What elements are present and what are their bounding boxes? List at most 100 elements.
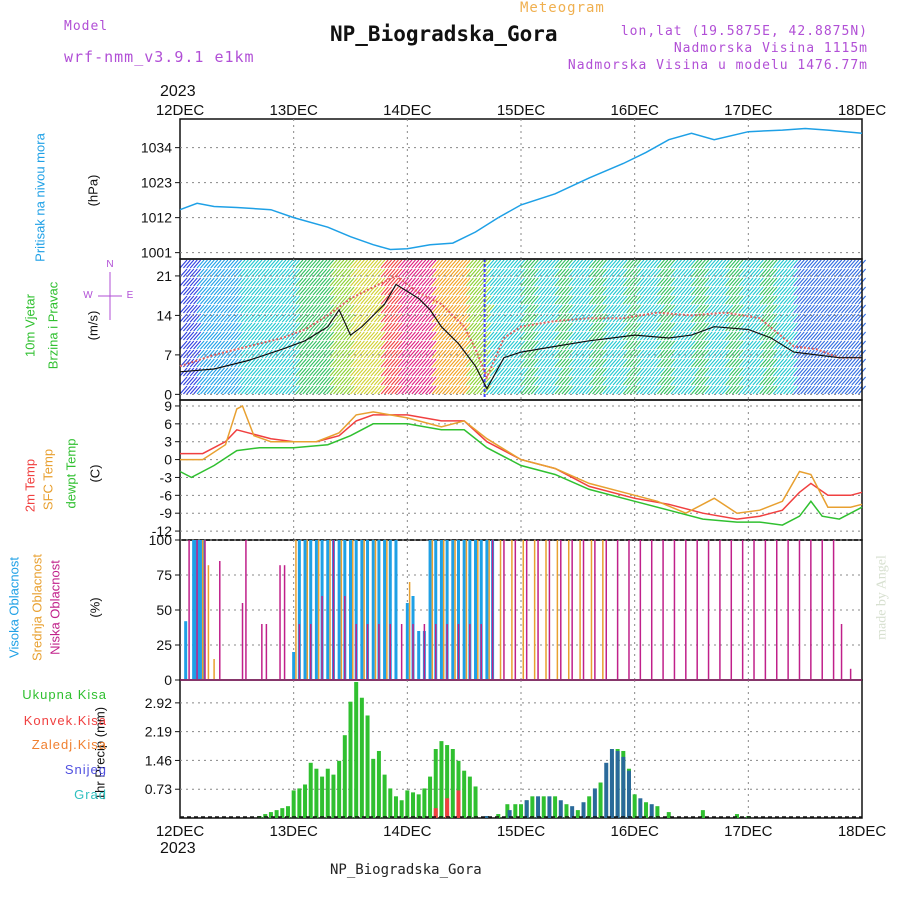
wind-barb — [472, 376, 481, 386]
wind-barb — [469, 295, 478, 305]
wind-barb — [551, 259, 560, 269]
wind-barb — [732, 349, 740, 359]
wind-barb — [213, 295, 222, 305]
wind-barb — [581, 304, 590, 314]
wind-barb — [227, 313, 236, 323]
wind-barb — [633, 358, 641, 368]
wind-barb — [721, 277, 730, 287]
wind-barb — [295, 349, 304, 359]
cloud-bar-high — [326, 540, 330, 679]
wind-barb — [380, 295, 389, 305]
wind-barb — [295, 304, 304, 314]
x-tick-label-top: 17DEC — [724, 102, 773, 119]
wind-barb — [718, 259, 727, 269]
wind-barb — [418, 259, 427, 269]
wind-barb — [179, 277, 188, 287]
wind-barb — [281, 331, 290, 341]
wind-barb — [605, 349, 614, 359]
wind-barb — [476, 295, 485, 305]
wind-barb — [397, 376, 406, 386]
wind-barb — [779, 286, 788, 296]
wind-barb — [452, 304, 461, 314]
wind-barb — [776, 358, 785, 368]
wind-barb — [493, 286, 502, 296]
wind-barb — [363, 385, 372, 395]
wind-barb — [847, 313, 856, 323]
wind-barb — [431, 349, 440, 359]
wind-barb — [599, 349, 607, 359]
wind-barb — [796, 367, 805, 377]
wind-barb — [813, 322, 822, 332]
precip-bar-rain — [274, 810, 279, 818]
wind-barb — [438, 385, 447, 395]
wind-barb — [210, 322, 219, 332]
wind-barb — [667, 259, 676, 269]
wind-barb — [680, 286, 689, 296]
wind-barb — [732, 340, 740, 350]
wind-barb — [612, 259, 621, 269]
wind-barb — [704, 259, 713, 269]
cloud-bar-high — [309, 540, 313, 679]
wind-barb — [353, 322, 362, 332]
wind-barb — [346, 367, 355, 377]
wind-barb — [275, 358, 283, 368]
wind-barb — [448, 331, 457, 341]
wind-barb — [227, 304, 236, 314]
wind-barb — [278, 358, 287, 368]
wind-barb — [179, 322, 188, 332]
wind-barb — [479, 331, 488, 341]
wind-barb — [312, 376, 321, 386]
wind-barb — [431, 286, 440, 296]
wind-barb — [585, 358, 594, 368]
cloud-bar-high — [462, 540, 466, 679]
wind-barb — [315, 367, 324, 377]
wind-barb — [182, 268, 191, 278]
wind-barb — [578, 367, 587, 377]
wind-barb — [769, 367, 778, 377]
wind-barb — [244, 358, 253, 368]
wind-barb — [558, 358, 566, 368]
wind-barb — [639, 376, 648, 386]
pressure-line — [179, 127, 863, 251]
wind-barb — [387, 358, 396, 368]
wind-barb — [605, 358, 614, 368]
wind-barb — [281, 376, 290, 386]
wind-barb — [350, 277, 358, 287]
wind-barb — [339, 277, 348, 287]
wind-barb — [196, 367, 205, 377]
wind-barb — [578, 331, 587, 341]
wind-barb — [714, 358, 723, 368]
wind-barb — [656, 313, 665, 323]
wind-barb — [203, 286, 212, 296]
wind-barb — [264, 268, 273, 278]
wind-barb — [762, 358, 771, 368]
wind-barb — [629, 358, 638, 368]
wind-barb — [401, 304, 410, 314]
wind-barb — [725, 286, 734, 296]
wind-barb — [742, 286, 751, 296]
wind-barb — [626, 385, 635, 395]
wind-barb — [554, 286, 563, 296]
wind-barb — [844, 277, 853, 287]
wind-barb — [230, 286, 239, 296]
wind-barb — [755, 259, 764, 269]
wind-barb — [305, 304, 314, 314]
wind-barb — [714, 268, 723, 278]
wind-barb — [820, 367, 829, 377]
wind-barb — [469, 259, 478, 269]
wind-barb — [558, 376, 566, 386]
wind-barb — [667, 277, 676, 287]
wind-barb — [779, 313, 788, 323]
wind-barb — [827, 385, 836, 395]
wind-barb — [803, 259, 812, 269]
wind-barb — [217, 376, 225, 386]
cloud-bar-high — [456, 540, 460, 679]
wind-barb — [418, 304, 427, 314]
wind-barb — [561, 259, 570, 269]
wind-barb — [534, 286, 543, 296]
wind-barb — [585, 385, 594, 395]
wind-barb — [612, 367, 621, 377]
wind-barb — [326, 259, 335, 269]
wind-barb — [237, 295, 246, 305]
wind-barb — [275, 277, 283, 287]
